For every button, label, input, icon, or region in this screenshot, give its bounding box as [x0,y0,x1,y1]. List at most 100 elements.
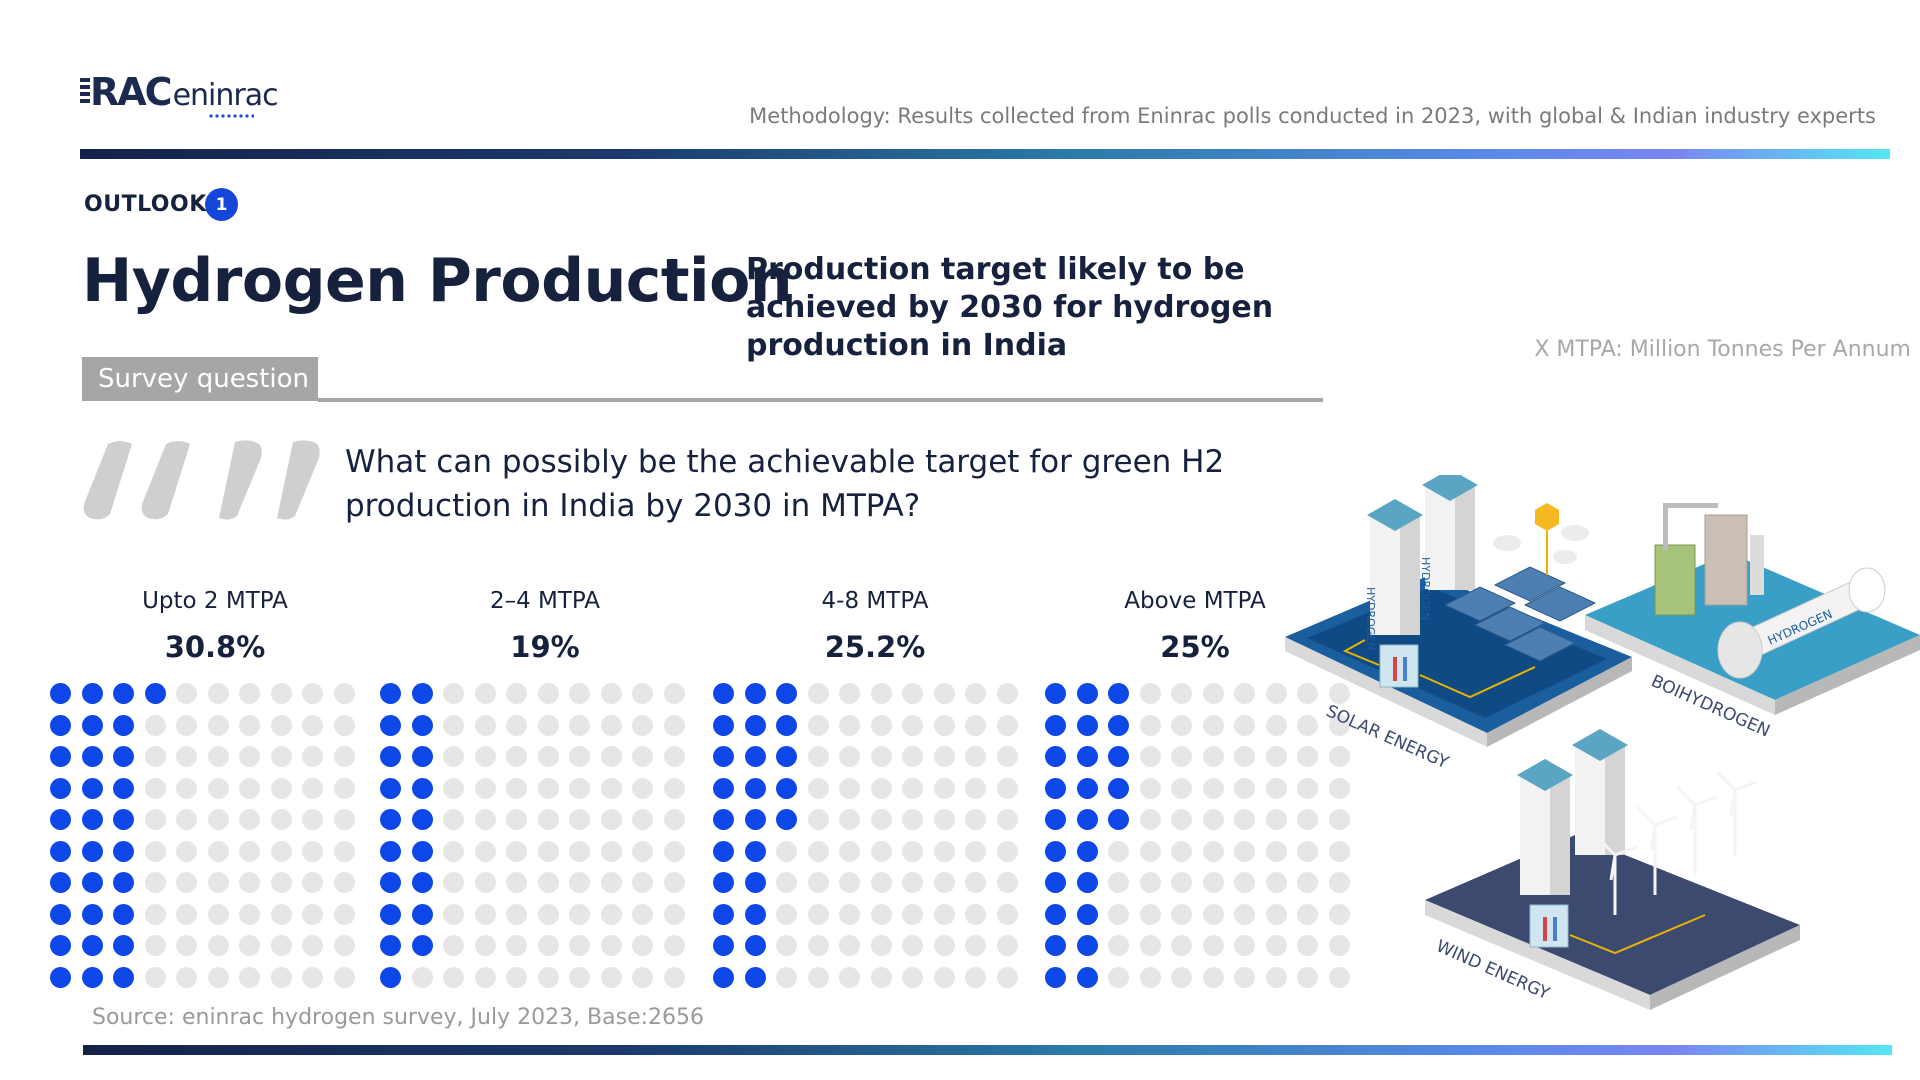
waffle-dot-empty [506,714,527,736]
waffle-dot-filled [81,809,103,830]
waffle-dot-empty [632,683,653,704]
waffle-dot-empty [600,935,622,956]
waffle-dot-filled [411,840,433,862]
waffle-dot-filled [1076,935,1098,956]
waffle-dot-empty [239,809,260,830]
waffle-dot-filled [411,746,433,767]
waffle-dot-empty [1297,714,1318,736]
waffle-dot-empty [807,777,829,799]
waffle-dot-empty [1297,966,1318,988]
waffle-dot-empty [1202,746,1224,767]
waffle-dot-empty [1202,966,1224,988]
logo-lines-mark [80,78,90,104]
waffle-dot-empty [600,903,622,925]
waffle-dot-filled [1076,840,1098,862]
waffle-dot-empty [807,872,829,893]
waffle-dot-empty [1297,935,1318,956]
waffle-dot-empty [1202,903,1224,925]
waffle-dot-empty [965,809,986,830]
tank-label: HYDROGEN [1364,587,1377,650]
outlook-label: OUTLOOK [84,192,207,217]
waffle-dot-empty [1265,935,1287,956]
waffle-dot-empty [474,777,496,799]
waffle-dot-empty [632,746,653,767]
waffle-dot-filled [1045,840,1066,862]
waffle-dot-empty [1139,777,1161,799]
waffle-dot-empty [632,840,653,862]
waffle-dot-empty [1171,966,1192,988]
waffle-dot-filled [776,683,797,704]
waffle-dot-empty [270,746,292,767]
waffle-dot-empty [1328,777,1350,799]
waffle-dot-empty [1139,809,1161,830]
waffle-dot-empty [333,840,355,862]
waffle-dot-empty [239,935,260,956]
category-label: 2–4 MTPA [489,588,601,614]
waffle-dot-empty [176,809,197,830]
waffle-dot-filled [776,746,797,767]
waffle-dot-empty [600,840,622,862]
waffle-dot-empty [1171,714,1192,736]
waffle-dot-filled [411,714,433,736]
waffle-dot-empty [1328,903,1350,925]
waffle-dot-filled [113,935,134,956]
waffle-dot-filled [744,714,766,736]
waffle-dot-empty [632,903,653,925]
waffle-dot-empty [1202,935,1224,956]
waffle-dot-empty [965,966,986,988]
waffle-dot-empty [474,746,496,767]
waffle-dot-empty [807,746,829,767]
waffle-dot-empty [965,714,986,736]
waffle-dot-filled [744,683,766,704]
waffle-dot-filled [1076,903,1098,925]
waffle-dot-empty [239,746,260,767]
biohydrogen-platform [1585,503,1920,715]
waffle-dot-empty [207,840,229,862]
waffle-dot-empty [996,746,1018,767]
logo-text: RACeninrac [90,70,279,114]
waffle-dot-empty [839,746,860,767]
waffle-dot-filled [411,809,433,830]
waffle-dot-filled [713,872,734,893]
waffle-dot-empty [176,777,197,799]
waffle-dot-empty [1202,777,1224,799]
waffle-dot-filled [744,746,766,767]
waffle-dot-empty [333,872,355,893]
waffle-dot-filled [1045,935,1066,956]
waffle-dot-empty [333,966,355,988]
waffle-dot-empty [776,840,797,862]
waffle-dot-empty [1265,746,1287,767]
waffle-dot-empty [270,966,292,988]
category-value: 25% [1160,630,1230,664]
waffle-dot-empty [663,809,685,830]
waffle-dot-empty [933,683,955,704]
unit-note: X MTPA: Million Tonnes Per Annum [1534,337,1911,362]
waffle-dot-empty [902,966,923,988]
waffle-dot-empty [839,903,860,925]
tank-label: HYDROGEN [1419,557,1432,620]
waffle-dot-filled [81,935,103,956]
category-value: 19% [510,630,580,664]
waffle-dot-empty [1234,746,1255,767]
waffle-dot-empty [600,966,622,988]
waffle-dot-empty [807,714,829,736]
waffle-dot-empty [1171,809,1192,830]
waffle-dot-empty [1202,840,1224,862]
waffle-dot-empty [333,746,355,767]
waffle-dot-empty [902,777,923,799]
waffle-dot-filled [380,683,401,704]
waffle-dot-empty [1139,903,1161,925]
waffle-dot-empty [996,872,1018,893]
waffle-dot-empty [474,840,496,862]
source-note: Source: eninrac hydrogen survey, July 20… [92,1005,705,1030]
waffle-dot-empty [144,746,166,767]
waffle-dot-filled [1076,809,1098,830]
waffle-dot-empty [1297,777,1318,799]
waffle-dot-empty [807,683,829,704]
waffle-dot-empty [933,714,955,736]
waffle-dot-filled [380,966,401,988]
waffle-dot-empty [996,683,1018,704]
waffle-dot-empty [1297,872,1318,893]
waffle-dot-empty [1139,966,1161,988]
waffle-dot-empty [965,840,986,862]
